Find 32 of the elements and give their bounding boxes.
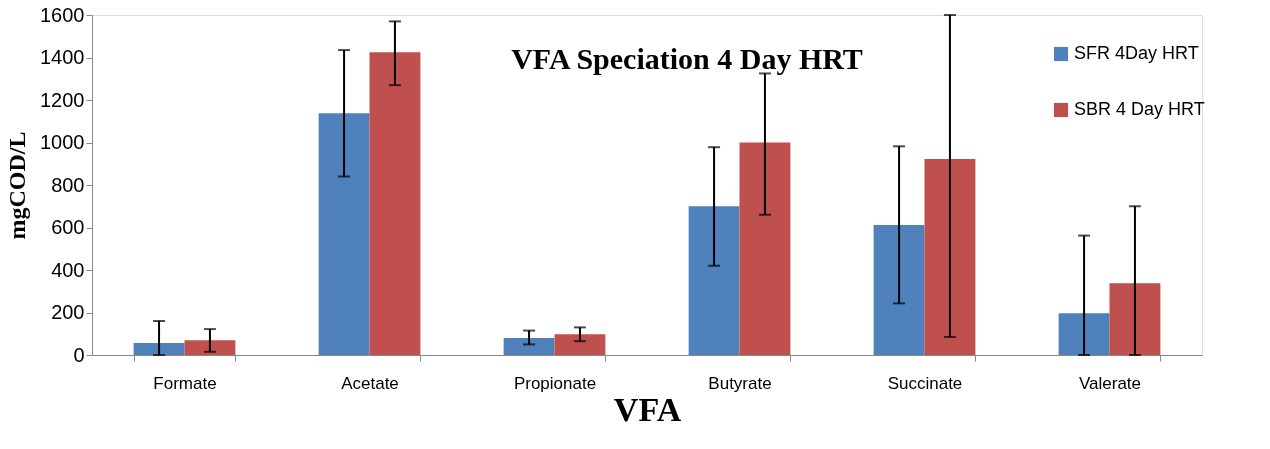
bar (318, 113, 370, 355)
bar (133, 342, 185, 355)
x-tick-label: Butyrate (708, 373, 772, 393)
bar (924, 159, 976, 355)
y-axis-title: mgCOD/L (4, 131, 31, 240)
legend-label: SBR 4 Day HRT (1074, 99, 1205, 119)
y-tick-label: 200 (51, 301, 85, 323)
legend-label: SFR 4Day HRT (1074, 43, 1199, 63)
x-tick-label: Formate (153, 373, 217, 393)
x-tick-label: Propionate (513, 373, 597, 393)
bar (1109, 283, 1161, 355)
y-tick-label: 1200 (40, 88, 85, 111)
x-tick-label: Acetate (341, 373, 399, 393)
bar (873, 224, 925, 355)
y-tick-label: 0 (73, 343, 85, 366)
y-tick-label: 1400 (40, 46, 85, 68)
bar (184, 340, 236, 355)
bar (369, 52, 421, 355)
bar (739, 142, 791, 355)
x-axis-title: VFA (613, 390, 682, 428)
y-tick-label: 600 (51, 216, 85, 238)
bar (688, 206, 740, 355)
bar (554, 334, 606, 355)
text: VFA Speciation 4 Day HRT (511, 42, 863, 75)
y-tick-label: 400 (51, 258, 85, 281)
y-tick-label: 1600 (40, 3, 85, 26)
bar (503, 338, 555, 355)
x-tick-label: Valerate (1078, 373, 1142, 393)
y-tick-label: 800 (51, 173, 85, 196)
bar (1058, 313, 1110, 355)
x-tick-label: Succinate (887, 373, 963, 393)
y-tick-label: 1000 (40, 131, 85, 153)
